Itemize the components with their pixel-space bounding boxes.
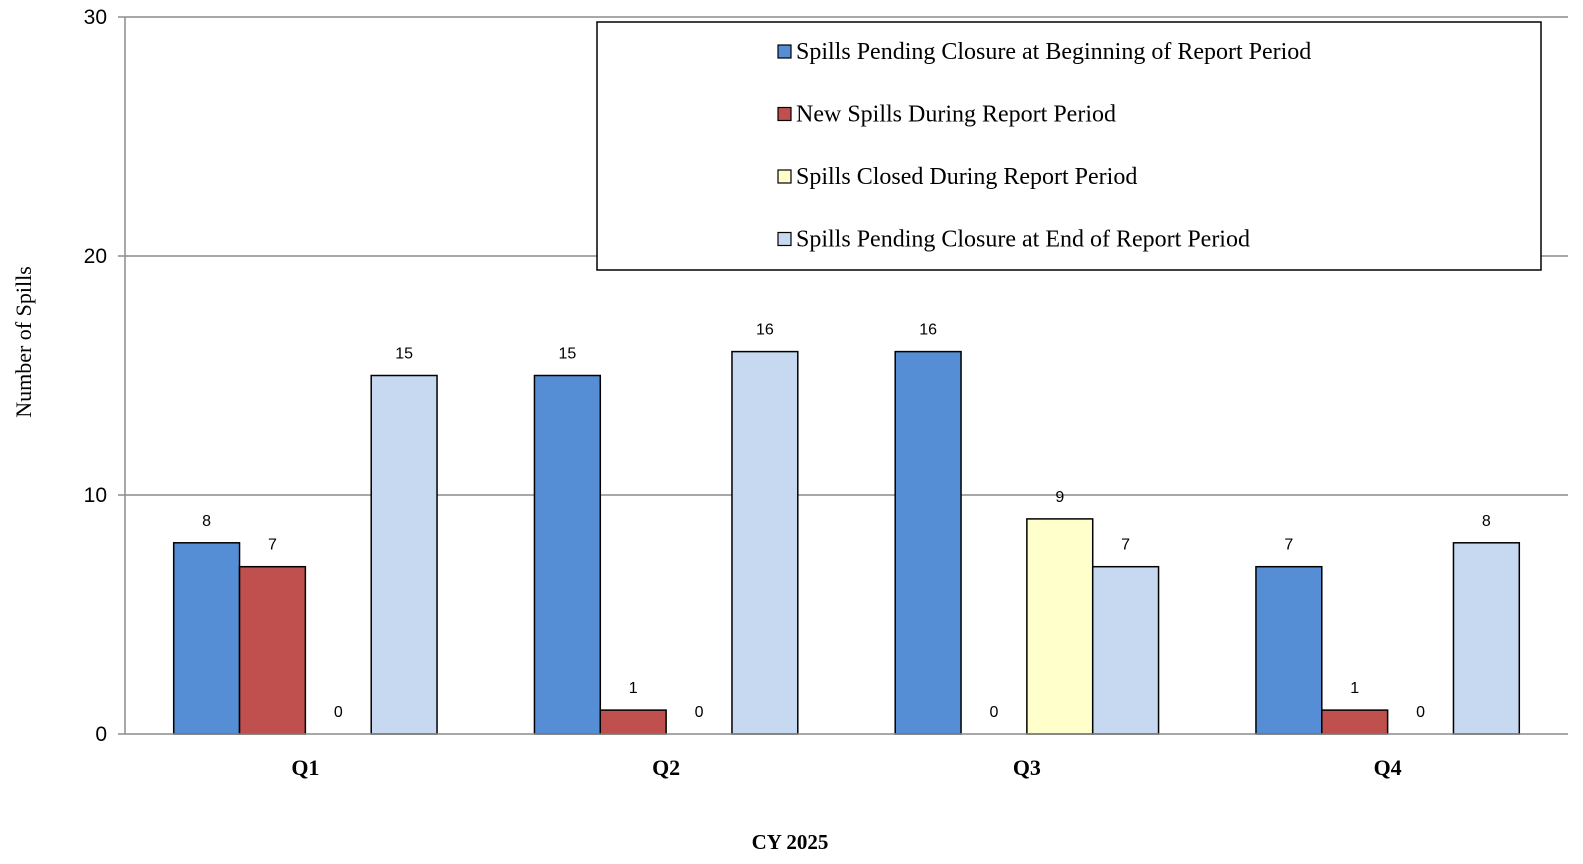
legend-swatch (777, 169, 792, 184)
data-label: 0 (1416, 704, 1425, 721)
data-label: 1 (1350, 680, 1359, 697)
data-labels: 8 7 0 15 15 1 0 16 16 0 9 7 7 1 0 8 (202, 322, 1491, 721)
bar (1452, 542, 1521, 735)
y-axis-title: Number of Spills (11, 266, 36, 418)
category-label: Q1 (291, 755, 319, 780)
category-label: Q2 (652, 755, 680, 780)
data-label: 15 (395, 346, 413, 363)
bar (1321, 709, 1389, 735)
x-axis-title: CY 2025 (752, 830, 829, 854)
bar (1026, 518, 1094, 735)
bar (1091, 565, 1160, 735)
data-label: 8 (1482, 513, 1491, 530)
data-label: 7 (1284, 537, 1293, 554)
data-label: 0 (695, 704, 704, 721)
data-label: 0 (334, 704, 343, 721)
bar (238, 565, 307, 735)
y-axis-ticks: 0 10 20 30 (84, 6, 125, 746)
data-label: 0 (990, 704, 999, 721)
legend: Spills Pending Closure at Beginning of R… (596, 21, 1542, 271)
bar (599, 709, 667, 735)
legend-label: Spills Closed During Report Period (796, 164, 1137, 190)
data-label: 8 (202, 513, 211, 530)
data-label: 9 (1055, 489, 1064, 506)
legend-label: New Spills During Report Period (796, 102, 1116, 128)
data-label: 7 (268, 537, 277, 554)
bar (894, 350, 962, 735)
legend-swatch (777, 231, 792, 247)
bar (1255, 565, 1323, 735)
legend-box (596, 21, 1542, 271)
category-labels: Q1 Q2 Q3 Q4 (291, 755, 1401, 780)
bar (731, 350, 799, 735)
data-label: 16 (919, 322, 937, 339)
y-tick-label: 20 (84, 245, 107, 268)
y-tick-label: 0 (95, 723, 107, 746)
data-label: 15 (558, 346, 576, 363)
legend-swatch (777, 106, 792, 122)
category-label: Q3 (1013, 755, 1041, 780)
legend-label: Spills Pending Closure at End of Report … (796, 227, 1250, 253)
data-label: 16 (756, 322, 774, 339)
y-tick-label: 30 (84, 6, 107, 29)
data-label: 1 (629, 680, 638, 697)
bar (533, 374, 602, 735)
bars (172, 350, 1521, 735)
category-label: Q4 (1374, 755, 1402, 780)
bar (172, 542, 241, 735)
bar (370, 374, 438, 735)
data-label: 7 (1121, 537, 1130, 554)
legend-label: Spills Pending Closure at Beginning of R… (796, 39, 1311, 65)
y-tick-label: 10 (84, 484, 107, 507)
legend-swatch (777, 44, 792, 59)
